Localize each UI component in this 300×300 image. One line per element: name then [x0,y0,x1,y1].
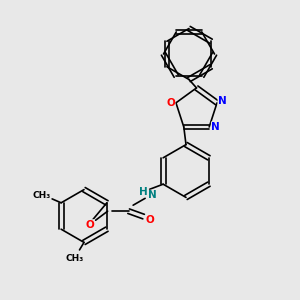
Text: CH₃: CH₃ [66,254,84,263]
Text: O: O [166,98,175,108]
Text: H: H [139,187,148,197]
Text: N: N [218,96,227,106]
Text: N: N [212,122,220,132]
Text: N: N [148,190,156,200]
Text: CH₃: CH₃ [32,191,51,200]
Text: O: O [85,220,94,230]
Text: O: O [145,215,154,225]
